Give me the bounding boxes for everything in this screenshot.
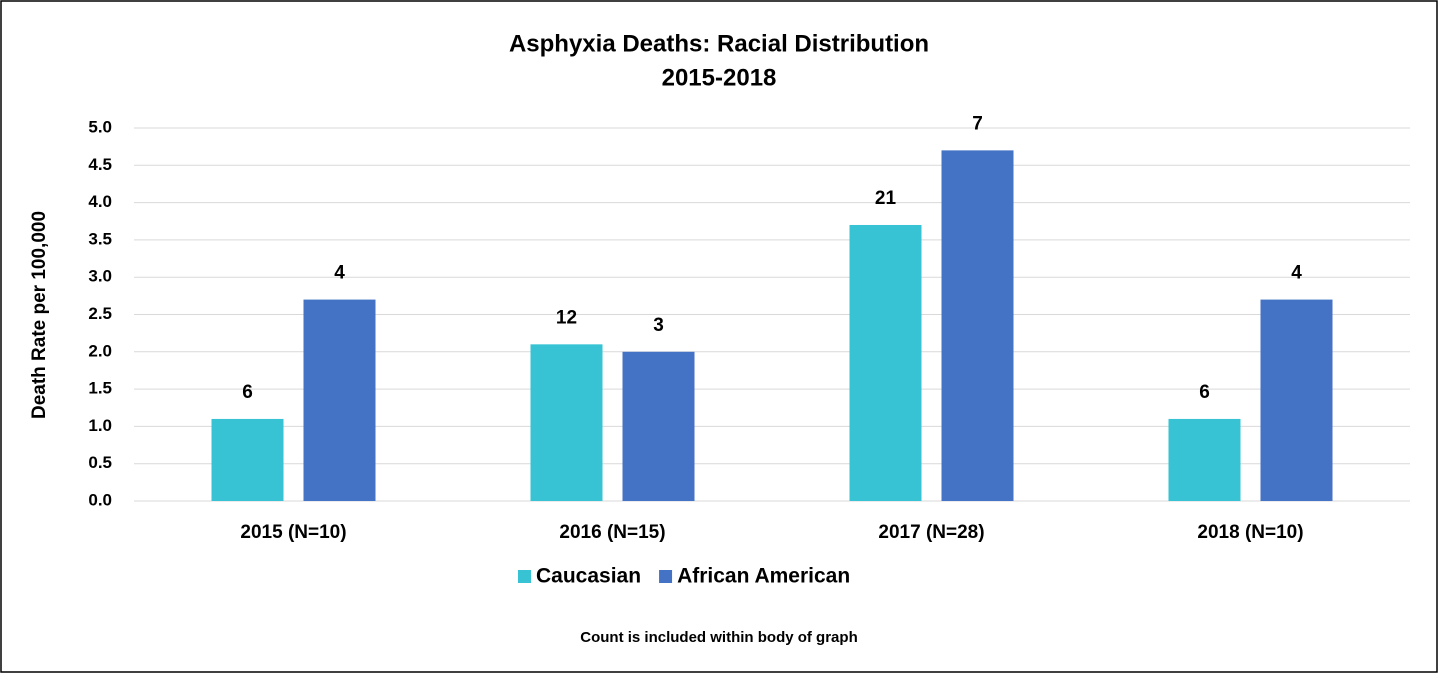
bar: [941, 150, 1014, 501]
bar: [303, 299, 376, 501]
count-label: 3: [653, 315, 664, 336]
bar: [622, 351, 695, 501]
bar: [530, 344, 603, 501]
bar: [211, 418, 284, 501]
legend-swatch: [518, 570, 531, 583]
y-tick-label: 4.5: [88, 155, 112, 174]
legend-label: African American: [677, 565, 850, 588]
y-tick-label: 0.5: [88, 453, 112, 472]
x-tick-label: 2015 (N=10): [240, 522, 346, 543]
count-label: 21: [875, 188, 897, 209]
y-tick-label: 5.0: [88, 117, 112, 136]
legend-label: Caucasian: [536, 565, 641, 588]
count-label: 6: [1199, 382, 1210, 403]
y-tick-label: 3.0: [88, 267, 112, 286]
count-label: 7: [972, 113, 983, 134]
bar: [1260, 299, 1333, 501]
x-tick-label: 2017 (N=28): [878, 522, 984, 543]
y-tick-label: 1.5: [88, 379, 112, 398]
y-axis-label: Death Rate per 100,000: [29, 211, 50, 419]
y-tick-label: 3.5: [88, 229, 112, 248]
y-tick-label: 1.0: [88, 416, 112, 435]
count-label: 6: [242, 382, 253, 403]
y-tick-label: 4.0: [88, 192, 112, 211]
legend-swatch: [659, 570, 673, 583]
count-label: 12: [556, 307, 577, 328]
count-label: 4: [1291, 263, 1302, 284]
bar: [849, 224, 922, 502]
x-tick-label: 2016 (N=15): [559, 522, 665, 543]
y-tick-label: 2.5: [88, 304, 112, 323]
chart-subtitle: 2015-2018: [662, 64, 777, 91]
x-tick-label: 2018 (N=10): [1197, 522, 1303, 543]
y-tick-label: 2.0: [88, 341, 112, 360]
count-label: 4: [334, 263, 345, 284]
note: Count is included within body of graph: [580, 629, 857, 646]
y-tick-label: 0.0: [88, 490, 112, 509]
bar: [1168, 418, 1241, 501]
chart-title: Asphyxia Deaths: Racial Distribution: [509, 30, 929, 57]
